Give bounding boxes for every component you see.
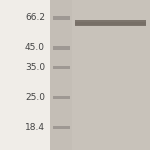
Bar (53, 66, 70, 69)
Text: 45.0: 45.0 (25, 44, 45, 52)
Text: 35.0: 35.0 (25, 63, 45, 72)
Bar (53, 96, 70, 99)
Bar (75, 20, 146, 26)
Bar (50, 0, 72, 150)
Bar (75, 22, 146, 25)
Bar (50, 0, 150, 150)
Bar (53, 126, 70, 129)
Text: 18.4: 18.4 (25, 123, 45, 132)
Text: 66.2: 66.2 (25, 14, 45, 22)
Bar (53, 16, 70, 20)
Text: 25.0: 25.0 (25, 93, 45, 102)
Bar (53, 46, 70, 50)
